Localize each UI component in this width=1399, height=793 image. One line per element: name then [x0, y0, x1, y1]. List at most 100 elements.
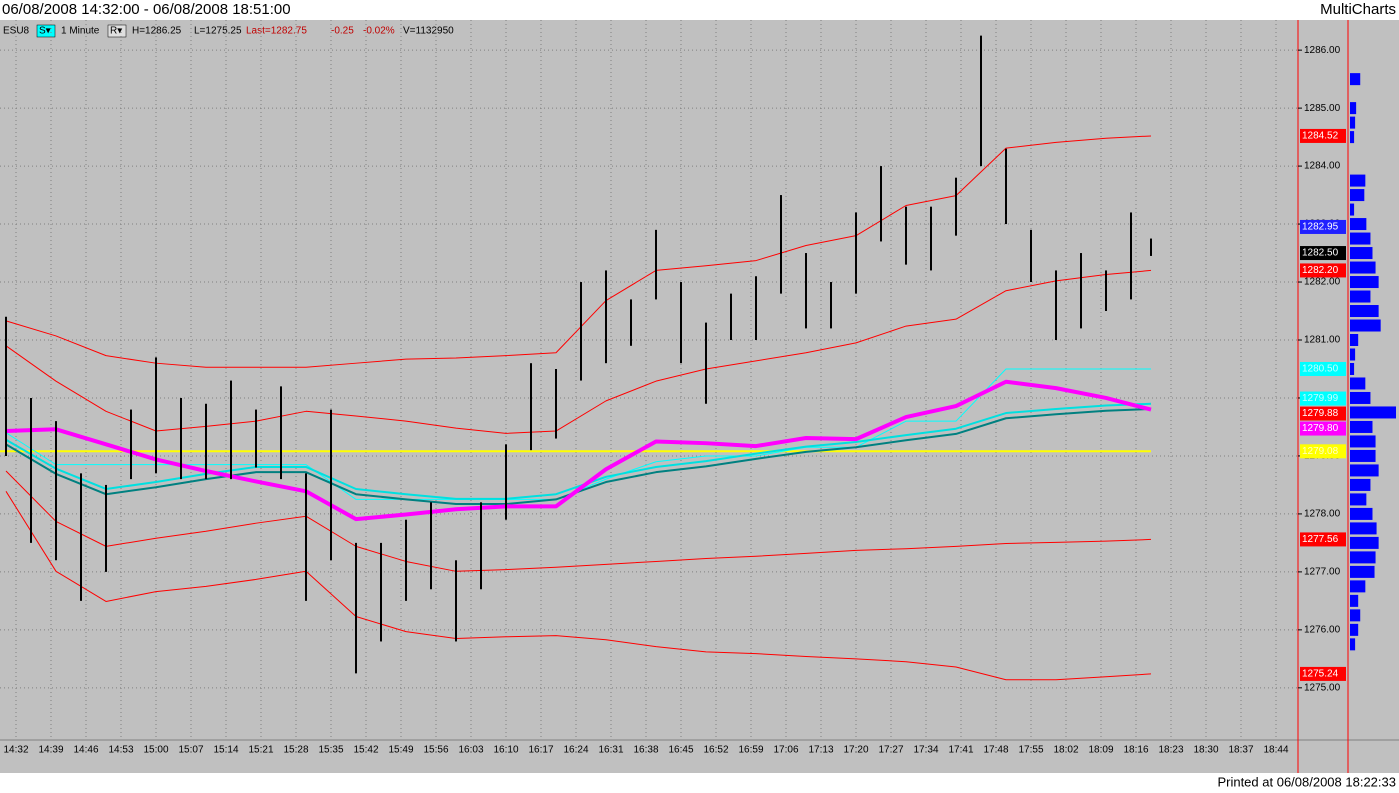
plot-background	[0, 20, 1399, 773]
x-tick-label: 15:42	[353, 745, 378, 756]
profile-bar	[1350, 232, 1371, 245]
x-tick-label: 15:49	[388, 745, 413, 756]
legend-range[interactable]: R▾	[110, 26, 122, 37]
price-marker	[1300, 361, 1346, 376]
legend-change-pct: -0.02%	[363, 26, 395, 37]
indicator-line	[5, 407, 1152, 506]
legend-session[interactable]: S▾	[39, 26, 51, 37]
x-tick-label: 17:13	[808, 745, 833, 756]
profile-bar	[1350, 551, 1376, 564]
profile-bar	[1350, 116, 1356, 129]
profile-bar	[1350, 362, 1355, 375]
profile-bar	[1350, 218, 1367, 231]
profile-bar	[1350, 623, 1359, 636]
x-tick-label: 14:53	[108, 745, 133, 756]
title-bar	[0, 0, 1399, 20]
x-tick-label: 16:31	[598, 745, 623, 756]
x-tick-label: 16:59	[738, 745, 763, 756]
y-tick-label: 1281.00	[1304, 335, 1341, 346]
profile-bar	[1350, 449, 1376, 462]
profile-bar	[1350, 580, 1366, 593]
x-tick-label: 17:20	[843, 745, 868, 756]
profile-bar	[1350, 638, 1356, 651]
profile-bar	[1350, 102, 1357, 115]
y-tick-label: 1285.00	[1304, 103, 1341, 114]
legend-change: -0.25	[331, 26, 354, 37]
x-tick-label: 15:00	[143, 745, 168, 756]
price-marker-label: 1282.95	[1302, 222, 1339, 233]
x-tick-label: 16:03	[458, 745, 483, 756]
price-marker	[1300, 219, 1346, 234]
x-tick-label: 17:06	[773, 745, 798, 756]
x-tick-label: 16:24	[563, 745, 588, 756]
legend-interval: 1 Minute	[61, 26, 100, 37]
profile-bar	[1350, 348, 1356, 361]
profile-bar	[1350, 435, 1376, 448]
price-marker	[1300, 391, 1346, 406]
legend-last: Last=1282.75	[246, 26, 307, 37]
price-marker-label: 1282.50	[1302, 248, 1339, 259]
legend-volume: V=1132950	[403, 26, 454, 37]
profile-bar	[1350, 406, 1396, 419]
profile-bar	[1350, 609, 1361, 622]
x-tick-label: 18:16	[1123, 745, 1148, 756]
legend-symbol: ESU8	[3, 26, 30, 37]
x-tick-label: 17:48	[983, 745, 1008, 756]
price-marker-label: 1284.52	[1302, 131, 1339, 142]
profile-bar	[1350, 478, 1371, 491]
x-tick-label: 18:44	[1263, 745, 1288, 756]
profile-bar	[1350, 493, 1367, 506]
x-tick-label: 18:23	[1158, 745, 1183, 756]
price-marker	[1300, 128, 1346, 143]
x-tick-label: 16:52	[703, 745, 728, 756]
indicator-line	[5, 379, 1152, 522]
x-tick-label: 16:17	[528, 745, 553, 756]
profile-bar	[1350, 131, 1355, 144]
y-tick-label: 1277.00	[1304, 567, 1341, 578]
profile-bar	[1350, 536, 1379, 549]
price-marker	[1300, 246, 1346, 261]
x-tick-label: 16:45	[668, 745, 693, 756]
x-tick-label: 16:38	[633, 745, 658, 756]
y-tick-label: 1275.00	[1304, 682, 1341, 693]
y-tick-label: 1282.00	[1304, 277, 1341, 288]
x-tick-label: 14:39	[38, 745, 63, 756]
profile-bar	[1350, 305, 1379, 318]
price-marker	[1300, 532, 1346, 547]
profile-bar	[1350, 420, 1373, 433]
footer: Printed at 06/08/2008 18:22:33	[1217, 774, 1396, 789]
y-tick-label: 1286.00	[1304, 45, 1341, 56]
price-marker	[1300, 444, 1346, 459]
x-tick-label: 17:55	[1018, 745, 1043, 756]
x-tick-label: 15:21	[248, 745, 273, 756]
x-tick-label: 17:41	[948, 745, 973, 756]
y-tick-label: 1276.00	[1304, 624, 1341, 635]
x-tick-label: 18:02	[1053, 745, 1078, 756]
x-tick-label: 17:27	[878, 745, 903, 756]
price-marker-label: 1279.80	[1302, 423, 1339, 434]
price-marker-label: 1280.50	[1302, 364, 1339, 375]
x-tick-label: 15:28	[283, 745, 308, 756]
x-tick-label: 18:37	[1228, 745, 1253, 756]
profile-bar	[1350, 261, 1376, 274]
price-marker	[1300, 421, 1346, 436]
profile-bar	[1350, 565, 1375, 578]
profile-bar	[1350, 507, 1373, 520]
profile-bar	[1350, 174, 1366, 187]
brand: MultiCharts	[1320, 1, 1396, 18]
x-tick-label: 15:07	[178, 745, 203, 756]
price-marker	[1300, 406, 1346, 421]
indicator-line	[5, 269, 1152, 434]
profile-bar	[1350, 73, 1361, 86]
x-tick-label: 17:34	[913, 745, 938, 756]
legend-low: L=1275.25	[194, 26, 242, 37]
legend-high: H=1286.25	[132, 26, 182, 37]
price-marker-label: 1279.08	[1302, 446, 1339, 457]
price-marker	[1300, 263, 1346, 278]
price-marker-label: 1279.88	[1302, 408, 1339, 419]
y-tick-label: 1284.00	[1304, 161, 1341, 172]
profile-bar	[1350, 334, 1359, 346]
profile-bar	[1350, 189, 1365, 202]
